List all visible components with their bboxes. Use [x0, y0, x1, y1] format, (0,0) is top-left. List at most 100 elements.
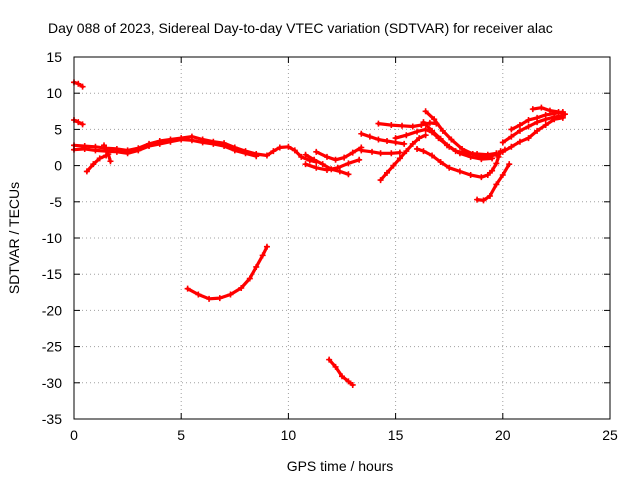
y-tick-label: 10	[46, 85, 62, 101]
data-point	[489, 155, 496, 162]
data-point	[525, 123, 532, 130]
y-tick-label: -10	[42, 230, 62, 246]
data-point	[81, 145, 88, 152]
data-point	[396, 149, 403, 156]
data-point	[467, 153, 474, 160]
data-point	[178, 136, 185, 143]
data-point	[332, 156, 339, 163]
data-point	[542, 122, 549, 129]
data-point	[113, 148, 120, 155]
series-trace-1	[71, 79, 86, 90]
data-point	[392, 135, 399, 142]
data-point	[489, 167, 496, 174]
data-point	[486, 193, 493, 200]
data-point	[559, 114, 566, 121]
data-point	[403, 148, 410, 155]
x-tick-label: 10	[281, 427, 297, 443]
data-point	[375, 136, 382, 143]
series-trace-12	[358, 130, 408, 147]
data-point	[448, 136, 455, 143]
data-point	[422, 132, 429, 139]
x-tick-label: 5	[177, 427, 185, 443]
data-point	[414, 128, 421, 135]
data-point	[291, 147, 298, 154]
x-tick-label: 15	[388, 427, 404, 443]
data-point	[474, 196, 481, 203]
data-point	[79, 121, 86, 128]
data-point	[206, 295, 213, 302]
data-point	[349, 381, 356, 388]
data-point	[456, 168, 463, 175]
y-tick-label: 15	[46, 49, 62, 65]
data-point	[390, 162, 397, 169]
data-point	[263, 152, 270, 159]
series-trace-8	[326, 356, 356, 388]
series-trace-5	[83, 152, 110, 175]
data-point	[480, 197, 487, 204]
data-point	[79, 83, 86, 90]
series-trace-7	[184, 243, 270, 302]
series-trace-24	[508, 109, 566, 133]
data-point	[508, 126, 515, 133]
y-tick-label: -30	[42, 375, 62, 391]
data-point	[446, 143, 453, 150]
data-point	[276, 144, 283, 151]
data-point	[358, 130, 365, 137]
data-point	[426, 119, 433, 126]
data-point	[516, 127, 523, 134]
series-trace-21	[499, 112, 566, 146]
data-point	[478, 174, 485, 181]
data-point	[242, 150, 249, 157]
x-tick-label: 20	[495, 427, 511, 443]
data-point	[508, 143, 515, 150]
data-point	[105, 151, 112, 158]
data-point	[358, 147, 365, 154]
data-point	[542, 111, 549, 118]
data-point	[332, 363, 339, 370]
y-tick-label: -20	[42, 302, 62, 318]
data-point	[167, 138, 174, 145]
data-point	[356, 156, 363, 163]
data-point	[414, 145, 421, 152]
data-point	[516, 122, 523, 129]
series-trace-19	[420, 119, 496, 163]
data-point	[253, 153, 260, 160]
chart-title: Day 088 of 2023, Sidereal Day-to-day VTE…	[48, 20, 553, 36]
y-tick-label: 0	[54, 158, 62, 174]
data-point	[516, 138, 523, 145]
ticks: 0 5 10 15 20 25 15 10 5 0 -5 -10 -15 -20 -25 -30 -35	[42, 49, 618, 443]
data-point	[339, 373, 345, 380]
data-point	[437, 135, 444, 142]
data-point	[90, 161, 97, 168]
data-point	[388, 150, 395, 157]
data-point	[525, 135, 532, 142]
data-point	[529, 106, 536, 113]
data-point	[336, 168, 343, 175]
series-trace-20	[474, 161, 513, 204]
data-point	[409, 140, 416, 147]
data-point	[409, 123, 416, 130]
data-point	[495, 151, 502, 158]
data-point	[377, 177, 384, 184]
data-point	[156, 140, 163, 147]
data-point	[231, 147, 238, 154]
data-point	[456, 150, 463, 157]
data-point	[345, 160, 352, 167]
data-point	[422, 126, 429, 133]
data-point	[96, 155, 103, 162]
x-tick-label: 25	[602, 427, 618, 443]
data-point	[559, 109, 566, 116]
y-tick-label: -35	[42, 411, 62, 427]
data-point	[401, 140, 408, 147]
data-point	[101, 142, 108, 149]
y-tick-label: -25	[42, 339, 62, 355]
data-point	[446, 164, 453, 171]
data-point	[259, 252, 266, 259]
data-point	[420, 119, 427, 126]
series-line	[424, 109, 507, 159]
data-point	[478, 156, 485, 163]
data-point	[375, 120, 382, 127]
data-point	[429, 127, 436, 134]
series-trace-15	[377, 132, 429, 184]
